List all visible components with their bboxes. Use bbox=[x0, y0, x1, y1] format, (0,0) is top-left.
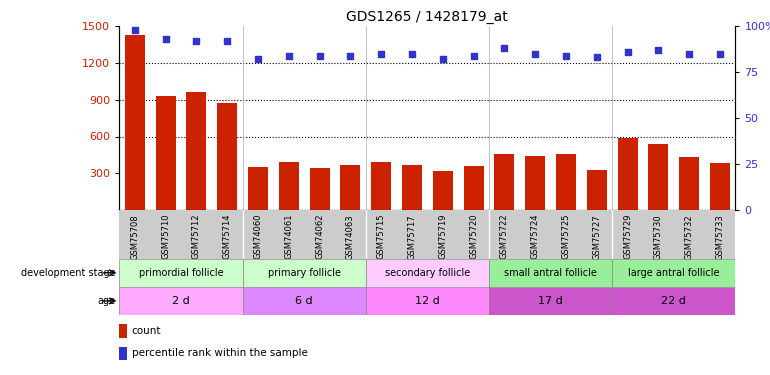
Bar bbox=[340, 165, 360, 210]
Bar bbox=[489, 287, 612, 315]
Bar bbox=[618, 138, 638, 210]
Bar bbox=[587, 170, 607, 210]
Point bbox=[467, 53, 480, 58]
Bar bbox=[125, 35, 145, 210]
Bar bbox=[433, 171, 453, 210]
Text: 22 d: 22 d bbox=[661, 296, 686, 306]
Point bbox=[344, 53, 357, 58]
Bar bbox=[248, 167, 268, 210]
Point bbox=[529, 51, 541, 57]
Bar bbox=[119, 324, 127, 338]
Text: GSM75730: GSM75730 bbox=[654, 214, 663, 260]
Text: 2 d: 2 d bbox=[172, 296, 190, 306]
Bar bbox=[156, 96, 176, 210]
Text: GSM75712: GSM75712 bbox=[192, 214, 201, 260]
Text: percentile rank within the sample: percentile rank within the sample bbox=[132, 348, 307, 358]
Point bbox=[129, 27, 141, 33]
Text: GSM75724: GSM75724 bbox=[531, 214, 540, 260]
Bar bbox=[119, 287, 243, 315]
Point bbox=[683, 51, 695, 57]
Text: count: count bbox=[132, 326, 161, 336]
Text: GSM75733: GSM75733 bbox=[715, 214, 725, 260]
Bar bbox=[243, 287, 366, 315]
Text: GSM74060: GSM74060 bbox=[253, 214, 263, 260]
Text: GSM75729: GSM75729 bbox=[623, 214, 632, 260]
Text: GSM74061: GSM74061 bbox=[284, 214, 293, 260]
Text: GSM75714: GSM75714 bbox=[223, 214, 232, 260]
Text: GSM75725: GSM75725 bbox=[561, 214, 571, 260]
Text: 17 d: 17 d bbox=[538, 296, 563, 306]
Text: GSM75708: GSM75708 bbox=[130, 214, 139, 260]
Text: GSM75727: GSM75727 bbox=[592, 214, 601, 260]
Point bbox=[652, 47, 665, 53]
Text: 12 d: 12 d bbox=[415, 296, 440, 306]
Point bbox=[621, 49, 634, 55]
Text: GSM74063: GSM74063 bbox=[346, 214, 355, 260]
Bar bbox=[679, 158, 699, 210]
Point bbox=[252, 56, 264, 62]
Point bbox=[190, 38, 203, 44]
Bar bbox=[402, 165, 422, 210]
Text: GSM75719: GSM75719 bbox=[438, 214, 447, 260]
Point bbox=[591, 54, 603, 60]
Text: development stage: development stage bbox=[21, 268, 116, 278]
Point bbox=[714, 51, 726, 57]
Bar bbox=[612, 259, 735, 287]
Bar bbox=[710, 164, 730, 210]
Point bbox=[437, 56, 449, 62]
Bar bbox=[556, 154, 576, 210]
Text: secondary follicle: secondary follicle bbox=[385, 268, 470, 278]
Bar bbox=[612, 287, 735, 315]
Text: GSM75717: GSM75717 bbox=[407, 214, 417, 260]
Text: GSM75722: GSM75722 bbox=[500, 214, 509, 260]
Text: GSM75715: GSM75715 bbox=[377, 214, 386, 260]
Text: age: age bbox=[97, 296, 115, 306]
Text: small antral follicle: small antral follicle bbox=[504, 268, 597, 278]
Bar bbox=[525, 156, 545, 210]
Point bbox=[406, 51, 418, 57]
Point bbox=[221, 38, 233, 44]
Bar bbox=[186, 92, 206, 210]
Bar bbox=[119, 259, 243, 287]
Text: GSM75720: GSM75720 bbox=[469, 214, 478, 260]
Bar bbox=[279, 162, 299, 210]
Point bbox=[283, 53, 295, 58]
Title: GDS1265 / 1428179_at: GDS1265 / 1428179_at bbox=[346, 10, 508, 24]
Text: 6 d: 6 d bbox=[296, 296, 313, 306]
Text: primordial follicle: primordial follicle bbox=[139, 268, 223, 278]
Bar bbox=[119, 346, 127, 360]
Bar bbox=[648, 144, 668, 210]
Point bbox=[159, 36, 172, 42]
Point bbox=[375, 51, 387, 57]
Bar bbox=[489, 259, 612, 287]
Bar bbox=[366, 259, 489, 287]
Point bbox=[560, 53, 572, 58]
Bar bbox=[366, 287, 489, 315]
Point bbox=[498, 45, 511, 51]
Text: GSM75732: GSM75732 bbox=[685, 214, 694, 260]
Bar bbox=[217, 104, 237, 210]
Text: GSM74062: GSM74062 bbox=[315, 214, 324, 260]
Point bbox=[313, 53, 326, 58]
Text: GSM75710: GSM75710 bbox=[161, 214, 170, 260]
Bar bbox=[494, 154, 514, 210]
Text: large antral follicle: large antral follicle bbox=[628, 268, 719, 278]
Bar bbox=[464, 166, 484, 210]
Bar bbox=[371, 162, 391, 210]
Bar bbox=[310, 168, 330, 210]
Bar bbox=[243, 259, 366, 287]
Text: primary follicle: primary follicle bbox=[268, 268, 340, 278]
